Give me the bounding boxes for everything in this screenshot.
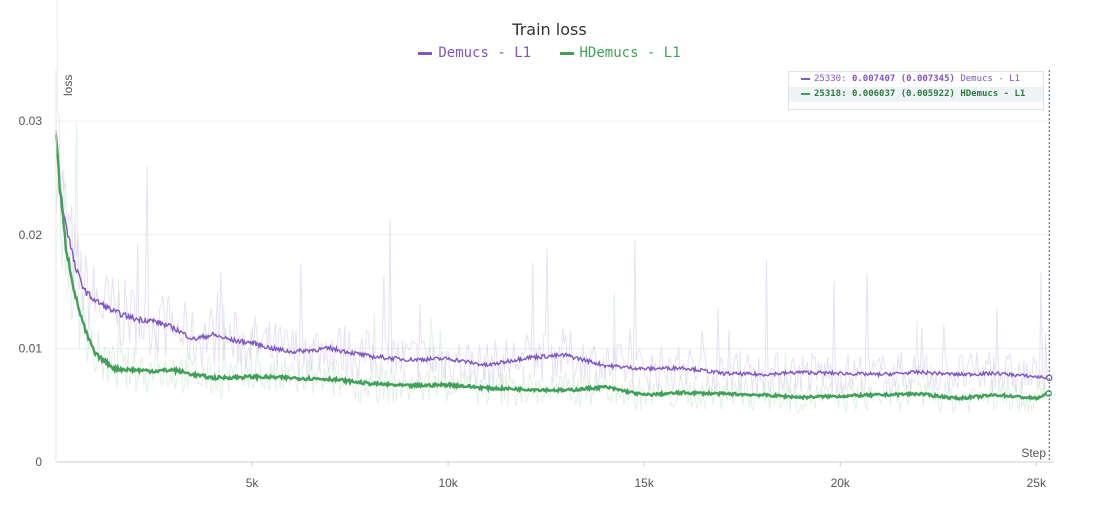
tooltip-row-hdemucs: 25318: 0.006037 (0.005922) HDemucs - L1: [789, 87, 1043, 102]
tooltip-smoothed-demucs: (0.007345): [900, 74, 955, 84]
legend-item-hdemucs[interactable]: HDemucs - L1: [559, 45, 681, 61]
grid-lines: [56, 120, 1052, 349]
y-tick-label: 0.01: [19, 341, 43, 355]
x-tick-label: 5k: [246, 476, 260, 490]
chart-legend: Demucs - L1 HDemucs - L1: [0, 45, 1099, 61]
series-line-1[interactable]: [54, 134, 1050, 402]
y-tick-label: 0: [35, 455, 42, 469]
tooltip-name-hdemucs: HDemucs - L1: [960, 89, 1026, 99]
legend-swatch-demucs: [418, 51, 433, 55]
axes: 0 0.01 0.02 0.03 5k 10k 15k 20k 25k: [19, 70, 1054, 490]
series-lines: [54, 130, 1053, 402]
tooltip-step-demucs: 25330:: [814, 74, 847, 84]
x-axis-label: Step: [1021, 446, 1046, 460]
x-tick-label: 15k: [635, 476, 655, 490]
x-tick-label: 25k: [1027, 476, 1047, 490]
y-tick-label: 0.02: [19, 228, 43, 242]
raw-trace-0: [55, 145, 1050, 398]
legend-label-demucs: Demucs - L1: [438, 45, 532, 61]
x-tick-label: 10k: [438, 476, 458, 490]
y-axis-label: loss: [61, 75, 75, 96]
chart-title: Train loss: [512, 20, 587, 39]
tooltip-swatch-demucs: [801, 77, 810, 80]
tooltip-swatch-hdemucs: [801, 92, 810, 95]
legend-label-hdemucs: HDemucs - L1: [579, 45, 681, 61]
tooltip-smoothed-hdemucs: (0.005922): [900, 89, 955, 99]
tooltip-row-demucs: 25330: 0.007407 (0.007345) Demucs - L1: [789, 72, 1043, 87]
hover-tooltip: 25330: 0.007407 (0.007345) Demucs - L1 2…: [788, 71, 1044, 110]
legend-swatch-hdemucs: [559, 51, 574, 55]
tooltip-value-demucs: 0.007407: [851, 74, 896, 84]
raw-noise-traces: [55, 0, 1050, 415]
legend-item-demucs[interactable]: Demucs - L1: [418, 45, 531, 61]
series-line-0[interactable]: [55, 130, 1050, 380]
tooltip-value-hdemucs: 0.006037: [851, 89, 896, 99]
tooltip-step-hdemucs: 25318:: [814, 89, 847, 99]
y-tick-label: 0.03: [19, 114, 43, 128]
tooltip-name-demucs: Demucs - L1: [960, 74, 1020, 84]
x-tick-label: 20k: [831, 476, 851, 490]
raw-trace-1: [56, 0, 1048, 415]
